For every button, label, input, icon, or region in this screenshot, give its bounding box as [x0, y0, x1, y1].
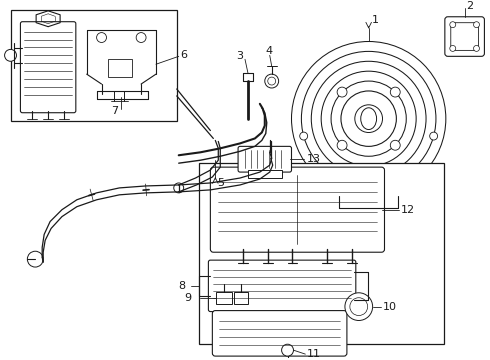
Circle shape	[282, 344, 294, 356]
Circle shape	[27, 251, 43, 267]
Circle shape	[345, 293, 372, 320]
Circle shape	[321, 71, 416, 166]
Circle shape	[97, 33, 106, 42]
Bar	[198, 163, 444, 344]
Ellipse shape	[361, 108, 377, 130]
Text: 8: 8	[179, 281, 186, 291]
Text: 7: 7	[111, 106, 119, 116]
Text: 9: 9	[185, 293, 192, 303]
Circle shape	[331, 81, 406, 156]
Circle shape	[337, 140, 347, 150]
Circle shape	[300, 132, 308, 140]
FancyBboxPatch shape	[212, 311, 347, 356]
Bar	[216, 292, 232, 304]
Bar	[234, 292, 248, 304]
Text: 11: 11	[307, 349, 321, 359]
Circle shape	[391, 87, 400, 97]
Circle shape	[355, 105, 383, 132]
Circle shape	[265, 74, 279, 88]
Circle shape	[337, 87, 347, 97]
FancyBboxPatch shape	[451, 23, 478, 50]
Circle shape	[292, 41, 446, 196]
Circle shape	[473, 22, 480, 28]
Circle shape	[473, 45, 480, 51]
FancyBboxPatch shape	[238, 147, 292, 172]
Text: 6: 6	[181, 50, 188, 60]
Circle shape	[450, 45, 456, 51]
Text: 4: 4	[266, 46, 273, 57]
Circle shape	[268, 77, 276, 85]
Text: 12: 12	[401, 205, 416, 215]
Text: 3: 3	[236, 51, 243, 61]
FancyBboxPatch shape	[445, 17, 485, 56]
FancyBboxPatch shape	[208, 260, 356, 312]
Text: 1: 1	[371, 15, 379, 25]
Circle shape	[350, 298, 368, 315]
Circle shape	[136, 33, 146, 42]
Circle shape	[430, 132, 438, 140]
Text: 5: 5	[217, 178, 224, 188]
FancyBboxPatch shape	[21, 22, 76, 113]
Circle shape	[301, 51, 436, 186]
Text: 2: 2	[466, 1, 474, 11]
Circle shape	[450, 22, 456, 28]
Bar	[10, 10, 177, 121]
Circle shape	[341, 91, 396, 147]
Circle shape	[174, 183, 184, 193]
Bar	[248, 170, 282, 178]
FancyBboxPatch shape	[210, 167, 385, 252]
Bar	[108, 59, 132, 77]
Circle shape	[391, 140, 400, 150]
Text: 10: 10	[383, 302, 396, 312]
Circle shape	[311, 61, 426, 176]
Circle shape	[4, 49, 17, 61]
Text: 13: 13	[306, 154, 320, 164]
